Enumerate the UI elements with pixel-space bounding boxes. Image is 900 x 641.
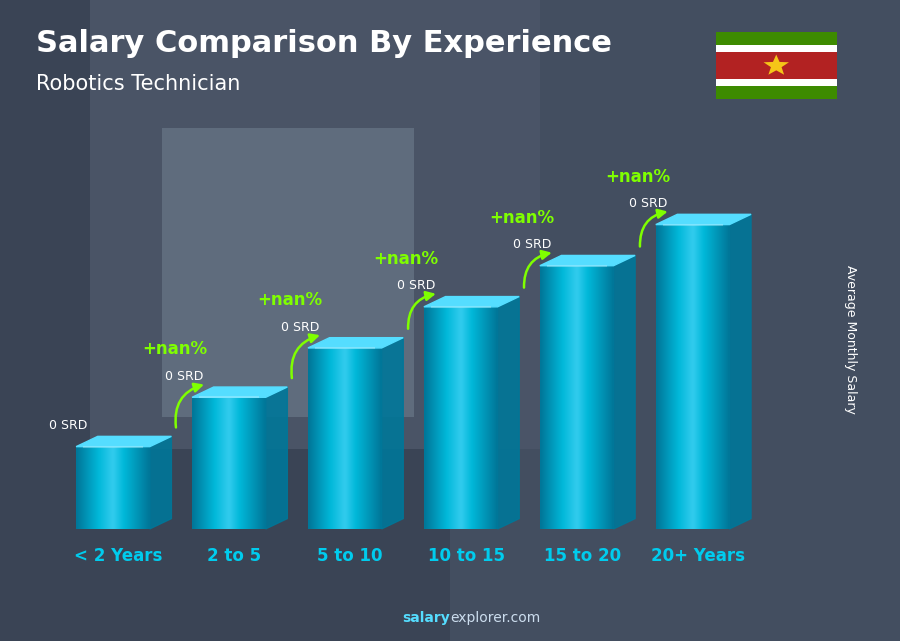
Bar: [450, 0, 900, 641]
Text: explorer.com: explorer.com: [450, 611, 540, 625]
Polygon shape: [266, 387, 287, 529]
Polygon shape: [76, 437, 171, 447]
Text: 0 SRD: 0 SRD: [513, 238, 551, 251]
Text: salary: salary: [402, 611, 450, 625]
Polygon shape: [192, 387, 287, 397]
Polygon shape: [308, 338, 403, 348]
Text: +nan%: +nan%: [606, 167, 670, 185]
Text: 2 to 5: 2 to 5: [207, 547, 261, 565]
Text: Robotics Technician: Robotics Technician: [36, 74, 240, 94]
Bar: [162, 128, 414, 417]
Polygon shape: [729, 214, 751, 529]
Bar: [716, 46, 837, 52]
Text: 0 SRD: 0 SRD: [629, 197, 667, 210]
Text: Salary Comparison By Experience: Salary Comparison By Experience: [36, 29, 612, 58]
Polygon shape: [763, 54, 789, 75]
Text: 0 SRD: 0 SRD: [397, 279, 436, 292]
Text: 0 SRD: 0 SRD: [165, 370, 203, 383]
Polygon shape: [540, 255, 635, 266]
Bar: [90, 0, 540, 449]
Text: +nan%: +nan%: [374, 250, 439, 268]
Polygon shape: [424, 297, 519, 307]
Text: 10 to 15: 10 to 15: [428, 547, 505, 565]
Text: +nan%: +nan%: [142, 340, 207, 358]
Bar: [716, 52, 837, 79]
Polygon shape: [614, 255, 635, 529]
Polygon shape: [498, 297, 519, 529]
Polygon shape: [149, 437, 171, 529]
Text: 0 SRD: 0 SRD: [281, 320, 320, 333]
Bar: [716, 32, 837, 46]
Bar: [716, 86, 837, 99]
Bar: [716, 79, 837, 86]
Text: < 2 Years: < 2 Years: [74, 547, 163, 565]
Text: 20+ Years: 20+ Years: [651, 547, 745, 565]
Text: Average Monthly Salary: Average Monthly Salary: [844, 265, 857, 414]
Polygon shape: [382, 338, 403, 529]
Text: +nan%: +nan%: [490, 209, 554, 227]
Text: 15 to 20: 15 to 20: [544, 547, 621, 565]
Text: 0 SRD: 0 SRD: [50, 419, 87, 432]
Polygon shape: [656, 214, 752, 224]
Text: 5 to 10: 5 to 10: [318, 547, 383, 565]
Text: +nan%: +nan%: [257, 291, 323, 309]
